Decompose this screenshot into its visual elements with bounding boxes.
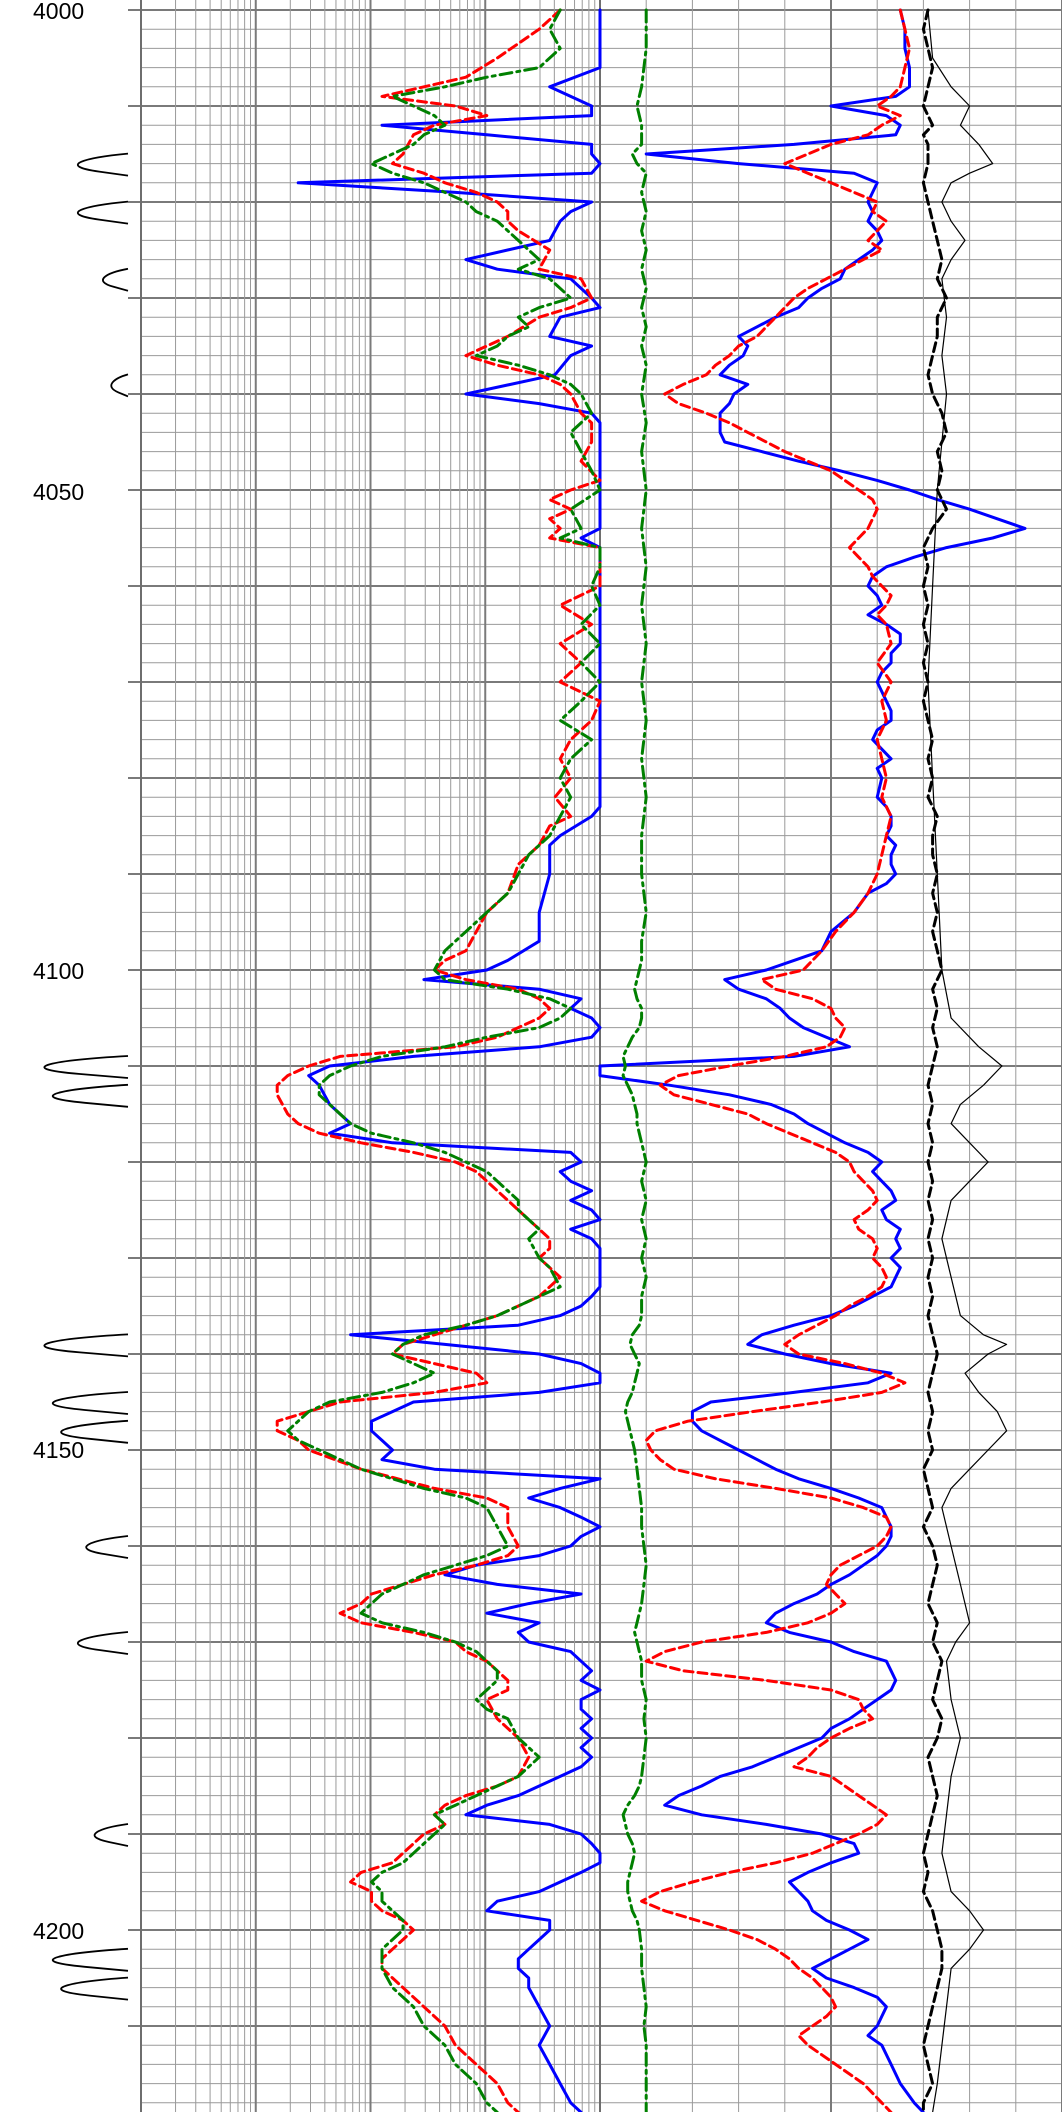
sonic-curve: [598, 8, 1027, 2112]
shallow-resistivity-curve: [286, 8, 602, 2112]
lithology-spike: [43, 1333, 129, 1358]
lithology-spike: [76, 152, 129, 177]
lithology-spike: [51, 1083, 129, 1108]
lithology-spike: [51, 1947, 129, 1972]
lithology-spike: [93, 1823, 129, 1847]
depth-label-4050: 4050: [33, 479, 84, 505]
lithology-spike: [43, 1055, 129, 1079]
lithology-spike: [102, 267, 129, 292]
depth-label-4100: 4100: [33, 958, 84, 984]
depth-axis: 4000 4050 4100 4150 4200: [33, 0, 84, 1944]
lithology-spike: [51, 1391, 129, 1415]
lithology-track: [43, 152, 129, 2001]
lithology-spike: [76, 1631, 129, 1655]
lithology-spike: [60, 1419, 129, 1444]
lithology-spike: [85, 1535, 129, 1559]
deep-resistivity-curve: [296, 8, 602, 2112]
gamma-curve: [927, 9, 1008, 2112]
medium-resistivity-curve: [275, 8, 602, 2112]
log-curves: [275, 8, 1027, 2112]
depth-grid: [128, 0, 1062, 2112]
depth-label-4000: 4000: [33, 0, 84, 24]
neutron-curve: [921, 8, 948, 2112]
lithology-spike: [110, 373, 129, 398]
lithology-spike: [60, 1976, 129, 2001]
lithology-spike: [76, 200, 129, 225]
density-curve: [640, 8, 911, 2112]
caliper-curve: [621, 8, 648, 2112]
depth-label-4150: 4150: [33, 1437, 84, 1463]
depth-label-4200: 4200: [33, 1918, 84, 1944]
